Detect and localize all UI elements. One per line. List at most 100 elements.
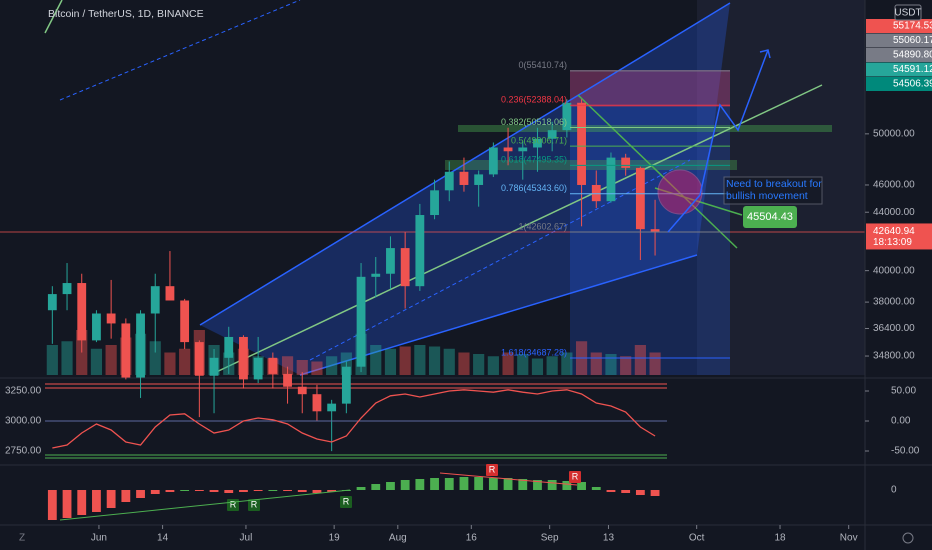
fib-label: 0.786(45343.60) bbox=[501, 183, 567, 193]
fib-label: 1(42602.67) bbox=[518, 221, 567, 231]
histogram-bar bbox=[474, 477, 484, 490]
x-tick-label: 16 bbox=[466, 533, 478, 544]
volume-bar bbox=[502, 352, 514, 375]
candle-body bbox=[224, 336, 234, 358]
candle-body bbox=[547, 130, 557, 139]
candle-body bbox=[562, 102, 572, 131]
price-tag-label: 54506.39 bbox=[893, 79, 932, 90]
price-tag bbox=[866, 33, 932, 48]
volume-bar bbox=[649, 352, 661, 375]
channel-line bbox=[59, 0, 301, 101]
candle-body bbox=[371, 273, 381, 277]
histogram-bar bbox=[650, 490, 660, 496]
histogram-bar bbox=[386, 482, 395, 490]
histogram-bar bbox=[283, 490, 292, 491]
trend-line bbox=[577, 94, 738, 249]
volume-bar bbox=[61, 341, 73, 375]
volume-bar bbox=[281, 356, 294, 375]
volume-bar bbox=[473, 354, 485, 375]
fib-label: 1.618(34687.28) bbox=[501, 347, 567, 357]
candle-body bbox=[239, 336, 248, 380]
candle-body bbox=[121, 323, 131, 378]
histogram-bar bbox=[62, 490, 72, 518]
fib-label: 0.5(49006.71) bbox=[511, 136, 567, 146]
histogram-bar bbox=[239, 490, 248, 492]
volume-bar bbox=[458, 352, 470, 375]
volume-bar bbox=[634, 345, 646, 375]
candle-body bbox=[518, 147, 528, 152]
annotation-box bbox=[723, 176, 823, 205]
marks: 50000.00 46000.00 44000.00 40000.00 38000.00… bbox=[5, 19, 932, 544]
chart-title: Bitcoin / TetherUS, 1D, BINANCE bbox=[48, 8, 204, 20]
fib-area bbox=[570, 70, 730, 375]
candle-body bbox=[106, 313, 116, 324]
histogram-bar bbox=[224, 490, 234, 493]
x-tick-label: Aug bbox=[389, 533, 407, 544]
candle-body bbox=[488, 147, 498, 175]
histogram-bar bbox=[180, 490, 190, 491]
histogram-bar bbox=[562, 481, 572, 490]
highlight-circle bbox=[657, 169, 703, 215]
candle-body bbox=[533, 138, 542, 148]
histogram-bar bbox=[253, 490, 263, 491]
x-tick-label: 14 bbox=[157, 533, 169, 544]
volume-bar bbox=[90, 348, 103, 375]
y-tick-label: 44000.00 bbox=[873, 207, 915, 218]
volume-bar bbox=[414, 345, 426, 375]
signal-label: R bbox=[230, 499, 237, 509]
target-label: 45504.43 bbox=[747, 211, 793, 223]
candle-body bbox=[635, 167, 645, 230]
histogram-bar bbox=[150, 490, 160, 494]
trend-line bbox=[44, 0, 63, 34]
fib-label: 0.618(47495.35) bbox=[501, 155, 567, 165]
price-tag bbox=[866, 62, 932, 77]
candle-body bbox=[606, 157, 616, 202]
countdown: 18:13:09 bbox=[873, 237, 912, 248]
volume-bar bbox=[399, 346, 411, 375]
volume-bar bbox=[105, 345, 117, 375]
trend-line bbox=[654, 187, 743, 216]
last-price-label: 42640.94 bbox=[873, 226, 915, 237]
candle-body bbox=[268, 357, 278, 374]
last-price-tag bbox=[866, 223, 932, 250]
price-tag-label: 55174.53 bbox=[893, 21, 932, 32]
price-tag bbox=[866, 19, 932, 33]
oscillator-line bbox=[52, 389, 656, 449]
histogram-bar bbox=[209, 490, 219, 492]
histogram-bar bbox=[165, 490, 175, 492]
settings-icon[interactable] bbox=[902, 532, 914, 544]
signal-box bbox=[569, 471, 581, 483]
channel-line bbox=[299, 254, 698, 376]
volume-bar bbox=[384, 348, 397, 375]
candle-body bbox=[180, 300, 190, 343]
candle-body bbox=[327, 403, 337, 412]
candle-body bbox=[165, 286, 175, 301]
volume-bar bbox=[546, 356, 558, 375]
volume-bar bbox=[443, 348, 455, 375]
logo: Z bbox=[19, 533, 25, 544]
histogram-bar bbox=[591, 487, 601, 490]
x-tick-label: Sep bbox=[541, 533, 559, 544]
x-tick-label: 18 bbox=[774, 533, 786, 544]
x-tick-label: Oct bbox=[689, 533, 705, 544]
candle-body bbox=[430, 190, 439, 216]
candle-body bbox=[503, 147, 513, 152]
y-tick-label: 38000.00 bbox=[873, 297, 915, 308]
trend-line bbox=[209, 84, 823, 376]
histogram-bar bbox=[415, 479, 425, 490]
histogram-bar bbox=[371, 484, 381, 490]
candle-body bbox=[194, 342, 204, 376]
volume-bar bbox=[561, 352, 573, 375]
candle-body bbox=[415, 215, 425, 287]
volume-bar bbox=[179, 348, 191, 375]
candle-body bbox=[283, 373, 292, 387]
candle-body bbox=[577, 102, 586, 185]
signal-box bbox=[486, 464, 498, 476]
price-tag bbox=[866, 48, 932, 62]
candle-body bbox=[136, 313, 145, 378]
volume-bar bbox=[428, 346, 441, 375]
x-tick-label: Jun bbox=[91, 533, 107, 544]
histogram-bar bbox=[106, 490, 116, 508]
histogram-bar bbox=[518, 479, 528, 490]
